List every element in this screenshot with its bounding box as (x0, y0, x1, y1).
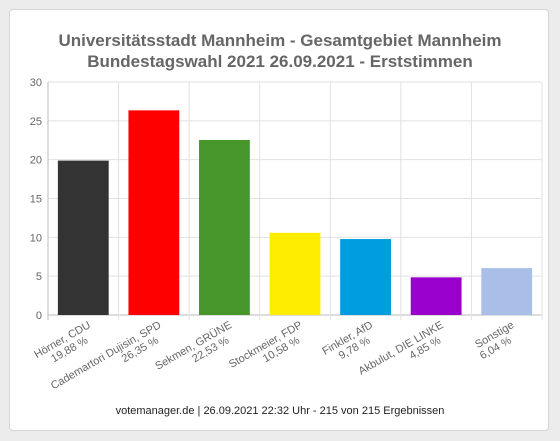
chart-title: Universitätsstadt Mannheim - Gesamtgebie… (10, 30, 550, 72)
bar-2 (128, 110, 180, 316)
bar-5 (340, 239, 391, 315)
bar-3 (199, 140, 250, 315)
chart-title-line-1: Universitätsstadt Mannheim - Gesamtgebie… (58, 31, 502, 50)
y-tick-label: 30 (30, 77, 42, 89)
bar-7 (481, 268, 533, 315)
y-tick-label: 15 (30, 194, 42, 206)
chart-card: Universitätsstadt Mannheim - Gesamtgebie… (9, 9, 549, 431)
bar-4 (269, 232, 321, 315)
chart-footer: votemanager.de | 26.09.2021 22:32 Uhr - … (115, 405, 445, 417)
chart-title-line-2: Bundestagswahl 2021 26.09.2021 - Erststi… (87, 52, 473, 71)
bar-1 (57, 160, 109, 315)
y-tick-label: 20 (30, 155, 42, 167)
y-tick-label: 5 (36, 271, 42, 283)
bar-6 (410, 277, 462, 315)
y-tick-label: 0 (36, 310, 42, 322)
y-tick-label: 25 (30, 116, 42, 128)
y-tick-label: 10 (30, 232, 42, 244)
